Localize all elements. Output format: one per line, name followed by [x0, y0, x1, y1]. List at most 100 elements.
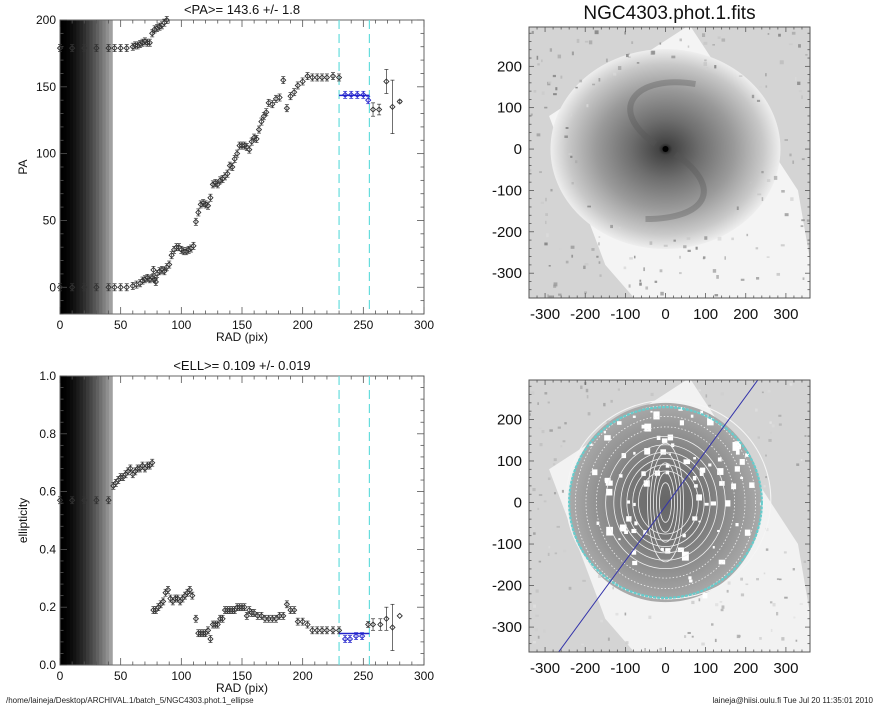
- noise-speck: [808, 81, 810, 84]
- y-tick-label: -100: [492, 536, 522, 553]
- noise-speck: [531, 30, 534, 34]
- x-tick-label: 200: [733, 306, 758, 323]
- noise-speck: [798, 90, 802, 93]
- noise-speck: [663, 244, 668, 247]
- data-point: [149, 459, 156, 466]
- shaded-region-stripe: [82, 376, 87, 665]
- noise-speck: [650, 392, 654, 397]
- noise-speck: [618, 226, 621, 230]
- noise-speck: [798, 44, 801, 48]
- noise-speck: [720, 608, 724, 612]
- data-point: [105, 497, 112, 504]
- noise-speck: [639, 279, 642, 282]
- noise-speck: [698, 389, 701, 392]
- noise-speck: [544, 106, 548, 109]
- noise-speck: [769, 421, 772, 424]
- mask-blob: [696, 494, 703, 501]
- noise-speck: [546, 233, 549, 238]
- noise-speck: [605, 58, 608, 63]
- noise-speck: [537, 63, 540, 66]
- data-point: [224, 170, 231, 177]
- noise-speck: [792, 568, 795, 571]
- spiral-arm: [645, 151, 707, 223]
- mask-blob: [632, 560, 638, 566]
- data-point: [346, 635, 354, 643]
- noise-speck: [627, 52, 630, 55]
- fit-contour-ellipse: [647, 442, 684, 563]
- noise-speck: [737, 406, 741, 409]
- noise-speck: [703, 62, 708, 67]
- data-point: [93, 44, 100, 52]
- noise-speck: [651, 50, 656, 55]
- noise-speck: [617, 66, 622, 70]
- data-point: [105, 284, 112, 291]
- noise-speck: [780, 244, 785, 247]
- data-point: [280, 612, 287, 620]
- noise-speck: [724, 256, 726, 260]
- data-point: [111, 284, 118, 291]
- noise-speck: [703, 41, 708, 45]
- noise-speck: [783, 551, 787, 554]
- mask-blob: [707, 418, 714, 426]
- noise-speck: [766, 256, 770, 258]
- fit-contour-ellipse: [574, 405, 757, 600]
- data-point: [369, 106, 377, 113]
- noise-speck: [705, 67, 709, 71]
- noise-speck: [624, 612, 627, 616]
- shaded-region-stripe: [102, 20, 107, 314]
- mask-blob: [679, 420, 685, 426]
- mask-blob: [704, 502, 709, 506]
- shaded-region-stripe: [92, 20, 97, 314]
- data-point: [190, 242, 197, 249]
- noise-speck: [711, 623, 714, 626]
- x-tick-label: -100: [610, 306, 640, 323]
- noise-speck: [779, 60, 784, 65]
- data-point: [117, 284, 124, 291]
- shaded-region-stripe: [95, 20, 100, 314]
- noise-speck: [765, 527, 769, 532]
- data-point: [68, 497, 76, 504]
- x-tick-label: 100: [693, 306, 718, 323]
- y-tick-label: -200: [492, 224, 522, 241]
- mask-blob: [592, 469, 598, 476]
- noise-speck: [803, 560, 807, 563]
- noise-speck: [568, 153, 572, 155]
- fit-contour-ellipse: [585, 416, 746, 590]
- noise-speck: [698, 598, 701, 602]
- x-tick-label: 300: [773, 306, 798, 323]
- x-tick-label: 100: [171, 318, 191, 332]
- data-point: [127, 465, 134, 472]
- data-point: [383, 78, 390, 85]
- x-tick-label: 0: [661, 660, 669, 677]
- shaded-region-stripe: [89, 20, 94, 314]
- y-tick-label: 0.2: [39, 600, 56, 614]
- noise-speck: [570, 155, 573, 158]
- mask-blob: [668, 453, 671, 456]
- noise-speck: [529, 169, 532, 172]
- noise-speck: [571, 181, 574, 185]
- noise-speck: [775, 611, 779, 616]
- noise-speck: [687, 249, 691, 252]
- x-tick-label: 0: [57, 669, 64, 683]
- noise-speck: [582, 579, 586, 582]
- data-point: [250, 609, 258, 617]
- data-point: [149, 30, 156, 37]
- mask-blob: [739, 458, 745, 465]
- noise-speck: [691, 600, 695, 605]
- x-tick-label: 250: [353, 318, 373, 332]
- pa-direction-line: [558, 380, 759, 652]
- noise-speck: [770, 628, 773, 632]
- noise-speck: [756, 99, 761, 102]
- noise-speck: [559, 247, 562, 251]
- data-point: [214, 621, 221, 628]
- x-tick-label: 100: [693, 660, 718, 677]
- data-point: [255, 126, 263, 133]
- mask-blob: [693, 457, 696, 460]
- fit-contour-ellipse: [638, 470, 693, 535]
- noise-speck: [628, 56, 631, 58]
- noise-speck: [731, 237, 734, 241]
- noise-speck: [757, 193, 762, 196]
- noise-speck: [717, 236, 722, 241]
- plot-title: <ELL>= 0.109 +/- 0.019: [173, 358, 310, 373]
